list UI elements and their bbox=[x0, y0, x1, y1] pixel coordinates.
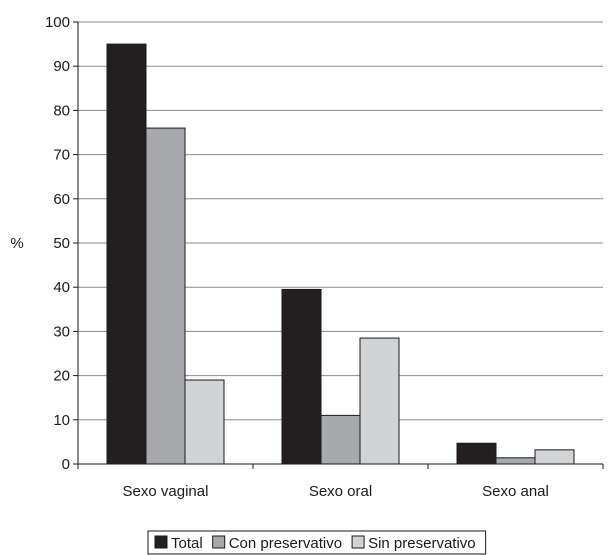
y-axis-label: % bbox=[10, 235, 23, 252]
y-tick-label: 60 bbox=[53, 191, 70, 208]
bar-1-1 bbox=[320, 414, 361, 465]
legend-swatch bbox=[351, 535, 365, 549]
x-tick-label: Sexo anal bbox=[482, 483, 549, 500]
bar-1-0 bbox=[145, 127, 186, 465]
legend: Total Con preservativo Sin preservativo bbox=[147, 530, 487, 555]
bar-2-1 bbox=[359, 337, 400, 465]
bar-1-2 bbox=[495, 457, 536, 465]
y-tick-label: 50 bbox=[53, 235, 70, 252]
x-tick-label: Sexo vaginal bbox=[123, 483, 209, 500]
y-tick-label: 30 bbox=[53, 323, 70, 340]
bar-2-2 bbox=[534, 449, 575, 465]
y-tick-label: 20 bbox=[53, 368, 70, 385]
y-tick-label: 0 bbox=[62, 456, 70, 473]
y-tick-label: 40 bbox=[53, 279, 70, 296]
legend-frame bbox=[147, 530, 487, 555]
y-tick-label: 100 bbox=[45, 14, 70, 31]
bar-0-0 bbox=[106, 43, 147, 465]
y-tick-labels: 0 10 20 30 40 50 60 70 80 90 100 bbox=[45, 14, 78, 473]
y-tick-label: 80 bbox=[53, 102, 70, 119]
y-tick-label: 90 bbox=[53, 58, 70, 75]
bars bbox=[106, 43, 575, 465]
y-tick-label: 70 bbox=[53, 147, 70, 164]
y-tick-label: 10 bbox=[53, 412, 70, 429]
legend-label: Con preservativo bbox=[229, 535, 342, 552]
bar-2-0 bbox=[184, 379, 225, 465]
legend-swatch bbox=[154, 535, 168, 549]
legend-label: Sin preservativo bbox=[368, 535, 476, 552]
x-tick-labels: Sexo vaginal Sexo oral Sexo anal bbox=[77, 464, 604, 500]
bar-0-2 bbox=[456, 442, 497, 465]
x-tick-label: Sexo oral bbox=[309, 483, 372, 500]
legend-swatch bbox=[212, 535, 226, 549]
bar-0-1 bbox=[281, 288, 322, 465]
legend-label: Total bbox=[171, 535, 203, 552]
